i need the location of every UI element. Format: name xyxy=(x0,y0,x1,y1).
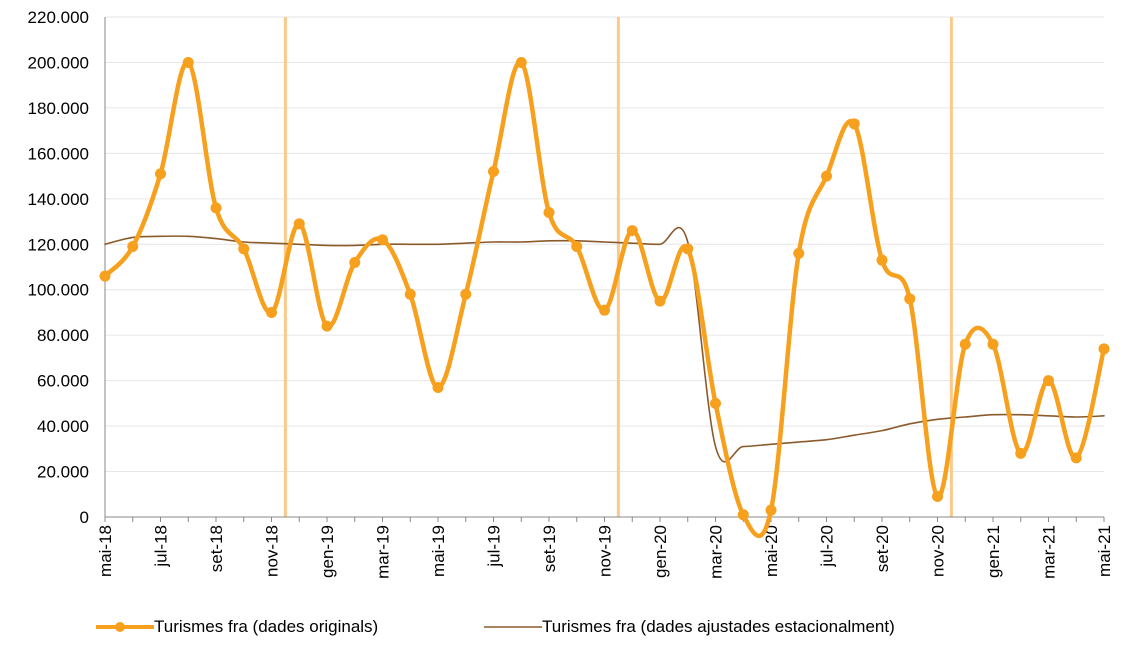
x-tick-label: jul-18 xyxy=(152,525,171,568)
data-point xyxy=(155,168,166,180)
data-point xyxy=(737,509,749,521)
x-tick-label: gen-19 xyxy=(318,525,337,578)
data-point xyxy=(654,295,666,307)
x-tick-label: mai-19 xyxy=(429,525,448,577)
axes xyxy=(104,17,1105,522)
x-tick-label: mar-20 xyxy=(707,525,726,579)
y-tick-label: 200.000 xyxy=(28,53,89,72)
y-tick-label: 80.000 xyxy=(37,326,89,345)
x-tick-label: set-18 xyxy=(207,525,226,572)
legend-label-adjusted: Turismes fra (dades ajustades estacional… xyxy=(542,617,895,636)
x-tick-labels: mai-18 jul-18 set-18 nov-18 gen-19 mar-19 mai-… xyxy=(96,525,1114,579)
y-tick-label: 60.000 xyxy=(37,372,89,391)
data-point xyxy=(127,241,139,253)
data-point xyxy=(959,338,971,350)
y-tick-label: 140.000 xyxy=(28,190,89,209)
series-line-adjusted xyxy=(104,226,1105,463)
x-tick-label: gen-21 xyxy=(984,525,1003,578)
x-tick-label: set-19 xyxy=(540,525,559,572)
x-tick-label: set-20 xyxy=(873,525,892,572)
data-point xyxy=(377,234,388,246)
data-point xyxy=(266,306,277,318)
y-tick-label: 160.000 xyxy=(28,144,89,163)
data-point xyxy=(543,206,555,218)
data-point xyxy=(293,218,305,230)
x-tick-label: mar-21 xyxy=(1040,525,1059,579)
data-point xyxy=(182,56,194,68)
data-point xyxy=(515,56,527,68)
data-point xyxy=(488,166,499,178)
x-tick-label: mai-20 xyxy=(762,525,781,577)
data-point xyxy=(904,293,916,305)
data-point xyxy=(432,381,444,393)
x-tick-label: jul-19 xyxy=(485,525,504,568)
data-point xyxy=(710,397,721,409)
data-point xyxy=(987,338,999,350)
x-tick-label: jul-20 xyxy=(818,525,837,568)
series-line-original xyxy=(102,60,1107,538)
data-point xyxy=(571,241,583,253)
y-tick-label: 180.000 xyxy=(28,99,89,118)
gridlines xyxy=(105,16,1104,473)
data-point xyxy=(599,304,610,316)
data-point xyxy=(238,243,250,255)
data-point xyxy=(626,225,638,237)
x-tick-label: mai-18 xyxy=(96,525,115,577)
series-group xyxy=(99,56,1110,538)
x-tick-label: gen-20 xyxy=(651,525,670,578)
y-tick-labels: 0 20.000 40.000 60.000 80.000 100.000 120.000 1… xyxy=(28,8,89,527)
y-tick-label: 220.000 xyxy=(28,8,89,27)
legend-swatch-original xyxy=(96,622,154,632)
legend-swatch-adjusted xyxy=(484,626,542,628)
data-point xyxy=(876,254,888,266)
data-point xyxy=(210,202,222,214)
data-point xyxy=(1070,452,1082,464)
data-point xyxy=(932,491,943,503)
y-tick-label: 20.000 xyxy=(37,463,89,482)
data-point xyxy=(765,504,777,516)
data-point xyxy=(1015,447,1027,459)
data-point xyxy=(1043,375,1054,387)
y-tick-label: 40.000 xyxy=(37,417,89,436)
legend: Turismes fra (dades originals) Turismes … xyxy=(0,612,1125,642)
data-point xyxy=(682,243,694,255)
x-tick-label: mai-21 xyxy=(1095,525,1114,577)
data-point xyxy=(99,270,111,282)
x-tick-label: nov-18 xyxy=(263,525,282,577)
data-point xyxy=(821,170,832,182)
data-point xyxy=(404,288,416,300)
legend-item-adjusted: Turismes fra (dades ajustades estacional… xyxy=(484,616,895,638)
data-point xyxy=(321,320,333,332)
data-point xyxy=(349,256,361,268)
x-tick-label: nov-19 xyxy=(596,525,615,577)
legend-item-original: Turismes fra (dades originals) xyxy=(96,616,378,638)
y-tick-label: 120.000 xyxy=(28,235,89,254)
x-tick-label: mar-19 xyxy=(374,525,393,579)
data-point xyxy=(848,118,860,130)
data-point xyxy=(793,247,805,259)
y-tick-label: 0 xyxy=(80,508,89,527)
x-tick-label: nov-20 xyxy=(929,525,948,577)
data-point xyxy=(460,288,472,300)
y-tick-label: 100.000 xyxy=(28,281,89,300)
data-point xyxy=(1098,343,1110,355)
legend-label-original: Turismes fra (dades originals) xyxy=(154,617,379,636)
